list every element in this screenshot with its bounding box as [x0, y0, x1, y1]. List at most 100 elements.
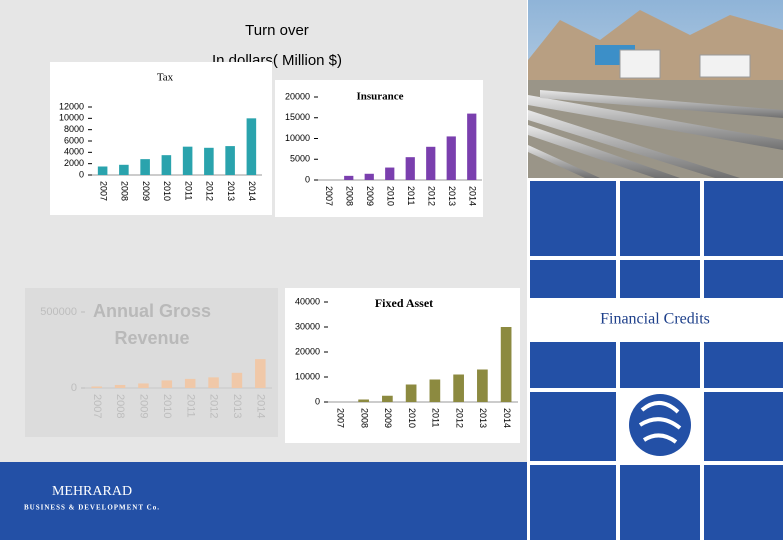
x-tick-label: 2009 [141, 181, 151, 201]
y-tick-label: 20000 [285, 91, 310, 101]
bar [446, 136, 456, 180]
chart-title: Fixed Asset [375, 296, 433, 310]
y-tick-label: 6000 [64, 135, 84, 145]
y-tick-label: 0 [315, 396, 320, 406]
x-tick-label: 2010 [162, 181, 172, 201]
y-tick-label: 10000 [59, 113, 84, 123]
chart-panel [25, 288, 278, 437]
logo [629, 394, 691, 456]
bar [453, 374, 464, 402]
x-tick-label: 2007 [324, 186, 334, 206]
bar [467, 113, 477, 180]
bar [246, 118, 257, 175]
x-tick-label: 2012 [205, 181, 215, 201]
tile-grid [528, 178, 783, 540]
chart: 0 10000 20000 30000 40000 2007 2008 2009 2010 201… [285, 288, 520, 443]
bar [208, 377, 219, 388]
bar [255, 359, 266, 388]
x-tick-label: 2008 [344, 186, 354, 206]
y-tick-label: 10000 [295, 371, 320, 381]
x-tick-label: 2011 [184, 394, 196, 418]
x-tick-label: 2014 [247, 181, 257, 201]
y-tick-label: 20000 [295, 346, 320, 356]
bar [382, 395, 393, 402]
x-tick-label: 2010 [161, 394, 173, 418]
chart: 0 5000 10000 15000 20000 2007 2008 2009 2010 2011… [275, 80, 483, 217]
y-tick-label: 12000 [59, 101, 84, 111]
bar [184, 378, 196, 388]
bar [385, 167, 395, 180]
y-tick-label: 8000 [64, 124, 84, 134]
x-tick-label: 2014 [502, 408, 512, 428]
chart-title: Tax [157, 72, 174, 84]
x-tick-label: 2009 [365, 186, 375, 206]
bar [91, 386, 102, 388]
bar [225, 146, 235, 175]
x-tick-label: 2008 [120, 181, 130, 201]
y-tick-label: 2000 [64, 158, 84, 168]
x-tick-label: 2011 [183, 181, 193, 200]
bar [182, 146, 193, 175]
x-tick-label: 2012 [208, 394, 220, 418]
y-tick-label: 30000 [295, 321, 320, 331]
x-tick-label: 2008 [114, 394, 126, 418]
x-tick-label: 2008 [359, 408, 369, 428]
chart-panel [50, 62, 272, 215]
bar [477, 369, 488, 402]
x-tick-label: 2012 [454, 408, 464, 428]
bar [231, 372, 243, 388]
x-tick-label: 2013 [226, 181, 236, 201]
x-tick-label: 2007 [336, 408, 346, 428]
heading: Turn over [245, 22, 309, 39]
x-tick-label: 2011 [431, 408, 441, 427]
y-tick-label: 500000 [40, 306, 77, 318]
chart-title: Insurance [356, 91, 403, 103]
company-name: MEHRARAD [52, 484, 132, 499]
y-tick-label: 10000 [285, 133, 310, 143]
x-tick-label: 2007 [98, 181, 108, 201]
x-tick-label: 2014 [467, 186, 477, 206]
company-tagline: BUSINESS & DEVELOPMENT Co. [24, 504, 160, 512]
chart: 0 500000 2007 2008 2009 2010 2011 2012 2013 2014 A… [25, 288, 278, 437]
y-tick-label: 5000 [290, 154, 310, 164]
chart-panel [285, 288, 520, 443]
bar [204, 147, 214, 175]
side-label: Financial Credits [600, 311, 710, 328]
bar [161, 155, 172, 175]
y-tick-label: 4000 [64, 147, 84, 157]
bar [161, 380, 173, 388]
y-tick-label: 15000 [285, 112, 310, 122]
x-tick-label: 2014 [254, 394, 266, 418]
bar [358, 399, 369, 402]
chart-title-line: Annual Gross [93, 301, 211, 321]
bar [344, 175, 354, 180]
y-tick-label: 0 [79, 169, 84, 179]
bar [364, 173, 374, 180]
x-tick-label: 2007 [91, 394, 103, 418]
bar [140, 159, 150, 175]
x-tick-label: 2013 [231, 394, 243, 418]
bar [426, 146, 436, 180]
y-tick-label: 0 [305, 174, 310, 184]
x-tick-label: 2011 [406, 186, 416, 205]
y-tick-label: 0 [71, 382, 77, 394]
x-tick-label: 2009 [383, 408, 393, 428]
bar [429, 379, 441, 402]
footer-band [0, 462, 527, 540]
x-tick-label: 2010 [385, 186, 395, 206]
x-tick-label: 2009 [138, 394, 150, 418]
x-tick-label: 2010 [407, 408, 417, 428]
bar [114, 384, 126, 388]
bar [405, 157, 415, 180]
bar [138, 383, 149, 388]
x-tick-label: 2013 [447, 186, 457, 206]
bar [119, 164, 129, 175]
bar [405, 384, 417, 402]
y-tick-label: 40000 [295, 296, 320, 306]
bar [97, 166, 108, 175]
bar [500, 327, 512, 402]
chart-title: Annual Gross Revenue [93, 301, 211, 348]
x-tick-label: 2012 [426, 186, 436, 206]
